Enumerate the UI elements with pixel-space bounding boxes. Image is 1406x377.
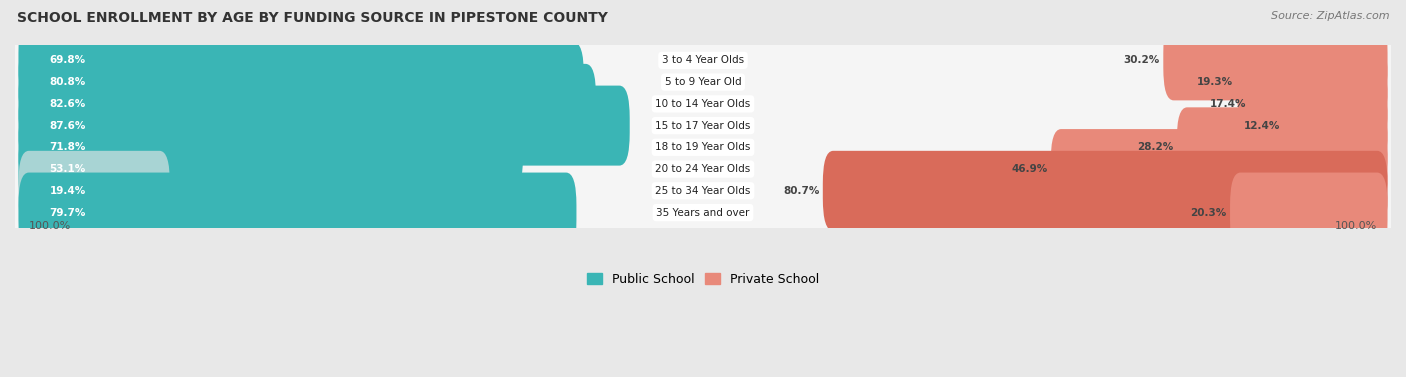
Legend: Public School, Private School: Public School, Private School: [582, 268, 824, 291]
FancyBboxPatch shape: [18, 107, 523, 187]
FancyBboxPatch shape: [18, 173, 576, 253]
FancyBboxPatch shape: [18, 20, 510, 100]
Text: 79.7%: 79.7%: [49, 208, 86, 218]
FancyBboxPatch shape: [8, 115, 1398, 224]
Text: 35 Years and over: 35 Years and over: [657, 208, 749, 218]
Text: 5 to 9 Year Old: 5 to 9 Year Old: [665, 77, 741, 87]
Text: 69.8%: 69.8%: [49, 55, 86, 65]
Text: 20 to 24 Year Olds: 20 to 24 Year Olds: [655, 164, 751, 174]
FancyBboxPatch shape: [1284, 86, 1388, 166]
FancyBboxPatch shape: [1163, 20, 1388, 100]
FancyBboxPatch shape: [1177, 107, 1388, 187]
FancyBboxPatch shape: [8, 49, 1398, 158]
Text: Source: ZipAtlas.com: Source: ZipAtlas.com: [1271, 11, 1389, 21]
Text: 25 to 34 Year Olds: 25 to 34 Year Olds: [655, 186, 751, 196]
FancyBboxPatch shape: [823, 151, 1388, 231]
Text: 80.7%: 80.7%: [783, 186, 820, 196]
Text: 100.0%: 100.0%: [28, 221, 72, 231]
Text: 82.6%: 82.6%: [49, 99, 86, 109]
Text: 17.4%: 17.4%: [1209, 99, 1246, 109]
FancyBboxPatch shape: [18, 86, 630, 166]
Text: 12.4%: 12.4%: [1243, 121, 1279, 130]
FancyBboxPatch shape: [8, 28, 1398, 136]
FancyBboxPatch shape: [8, 136, 1398, 245]
Text: 28.2%: 28.2%: [1137, 143, 1174, 152]
FancyBboxPatch shape: [18, 64, 596, 144]
FancyBboxPatch shape: [8, 158, 1398, 267]
Text: 10 to 14 Year Olds: 10 to 14 Year Olds: [655, 99, 751, 109]
FancyBboxPatch shape: [1237, 42, 1388, 122]
Text: 19.3%: 19.3%: [1198, 77, 1233, 87]
FancyBboxPatch shape: [18, 42, 583, 122]
Text: 53.1%: 53.1%: [49, 164, 86, 174]
Text: 30.2%: 30.2%: [1123, 55, 1160, 65]
FancyBboxPatch shape: [18, 129, 396, 209]
FancyBboxPatch shape: [1050, 129, 1388, 209]
Text: 20.3%: 20.3%: [1191, 208, 1226, 218]
Text: 3 to 4 Year Olds: 3 to 4 Year Olds: [662, 55, 744, 65]
Text: 71.8%: 71.8%: [49, 143, 86, 152]
FancyBboxPatch shape: [18, 151, 170, 231]
Text: 80.8%: 80.8%: [49, 77, 86, 87]
FancyBboxPatch shape: [8, 93, 1398, 202]
Text: 46.9%: 46.9%: [1011, 164, 1047, 174]
Text: SCHOOL ENROLLMENT BY AGE BY FUNDING SOURCE IN PIPESTONE COUNTY: SCHOOL ENROLLMENT BY AGE BY FUNDING SOUR…: [17, 11, 607, 25]
Text: 100.0%: 100.0%: [1334, 221, 1378, 231]
Text: 19.4%: 19.4%: [49, 186, 86, 196]
Text: 18 to 19 Year Olds: 18 to 19 Year Olds: [655, 143, 751, 152]
Text: 15 to 17 Year Olds: 15 to 17 Year Olds: [655, 121, 751, 130]
FancyBboxPatch shape: [1250, 64, 1388, 144]
FancyBboxPatch shape: [8, 6, 1398, 115]
Text: 87.6%: 87.6%: [49, 121, 86, 130]
FancyBboxPatch shape: [8, 71, 1398, 180]
FancyBboxPatch shape: [1230, 173, 1388, 253]
